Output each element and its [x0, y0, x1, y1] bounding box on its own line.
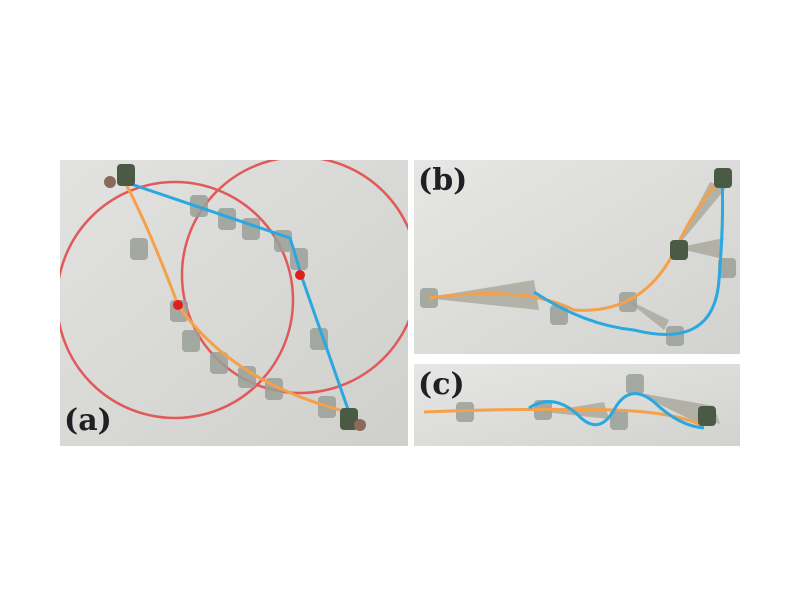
panel-a-background — [60, 160, 408, 446]
turn-circle-1 — [60, 180, 295, 420]
robot-icon — [670, 240, 688, 260]
panel-label-c: (c) — [418, 367, 465, 402]
cone-icon — [676, 182, 726, 248]
panel-b-scene — [414, 160, 740, 354]
panel-c: (c) — [414, 364, 740, 446]
center-marker — [173, 300, 183, 310]
ghost-robot — [218, 208, 236, 230]
orange-path — [423, 407, 705, 428]
panel-label-b: (b) — [418, 163, 468, 198]
ghost-robot — [610, 410, 628, 430]
blue-path — [528, 392, 705, 430]
robot-icon — [340, 408, 358, 430]
robot-icon — [117, 164, 135, 186]
panel-c-scene — [414, 364, 740, 446]
robot-icon — [698, 406, 716, 426]
ghost-robot — [666, 326, 684, 346]
blue-path — [533, 177, 725, 336]
ghost-robot — [310, 328, 328, 350]
ghost-robot — [130, 238, 148, 260]
ghost-robots — [456, 374, 644, 430]
robot-icon — [714, 168, 732, 188]
orange-path — [123, 181, 341, 412]
panel-a-scene — [60, 160, 408, 446]
cone-icon — [676, 238, 724, 258]
ghost-robot — [182, 330, 200, 352]
ghost-robot — [718, 258, 736, 278]
turn-circle-2 — [180, 160, 408, 395]
end-marker — [354, 419, 366, 431]
center-marker — [295, 270, 305, 280]
panel-label-a: (a) — [64, 403, 112, 438]
panel-a: (a) — [60, 160, 408, 446]
panel-b: (b) — [414, 160, 740, 354]
ghost-robot — [210, 352, 228, 374]
start-marker — [104, 176, 116, 188]
orange-path — [428, 176, 724, 312]
ghost-robot — [626, 374, 644, 394]
